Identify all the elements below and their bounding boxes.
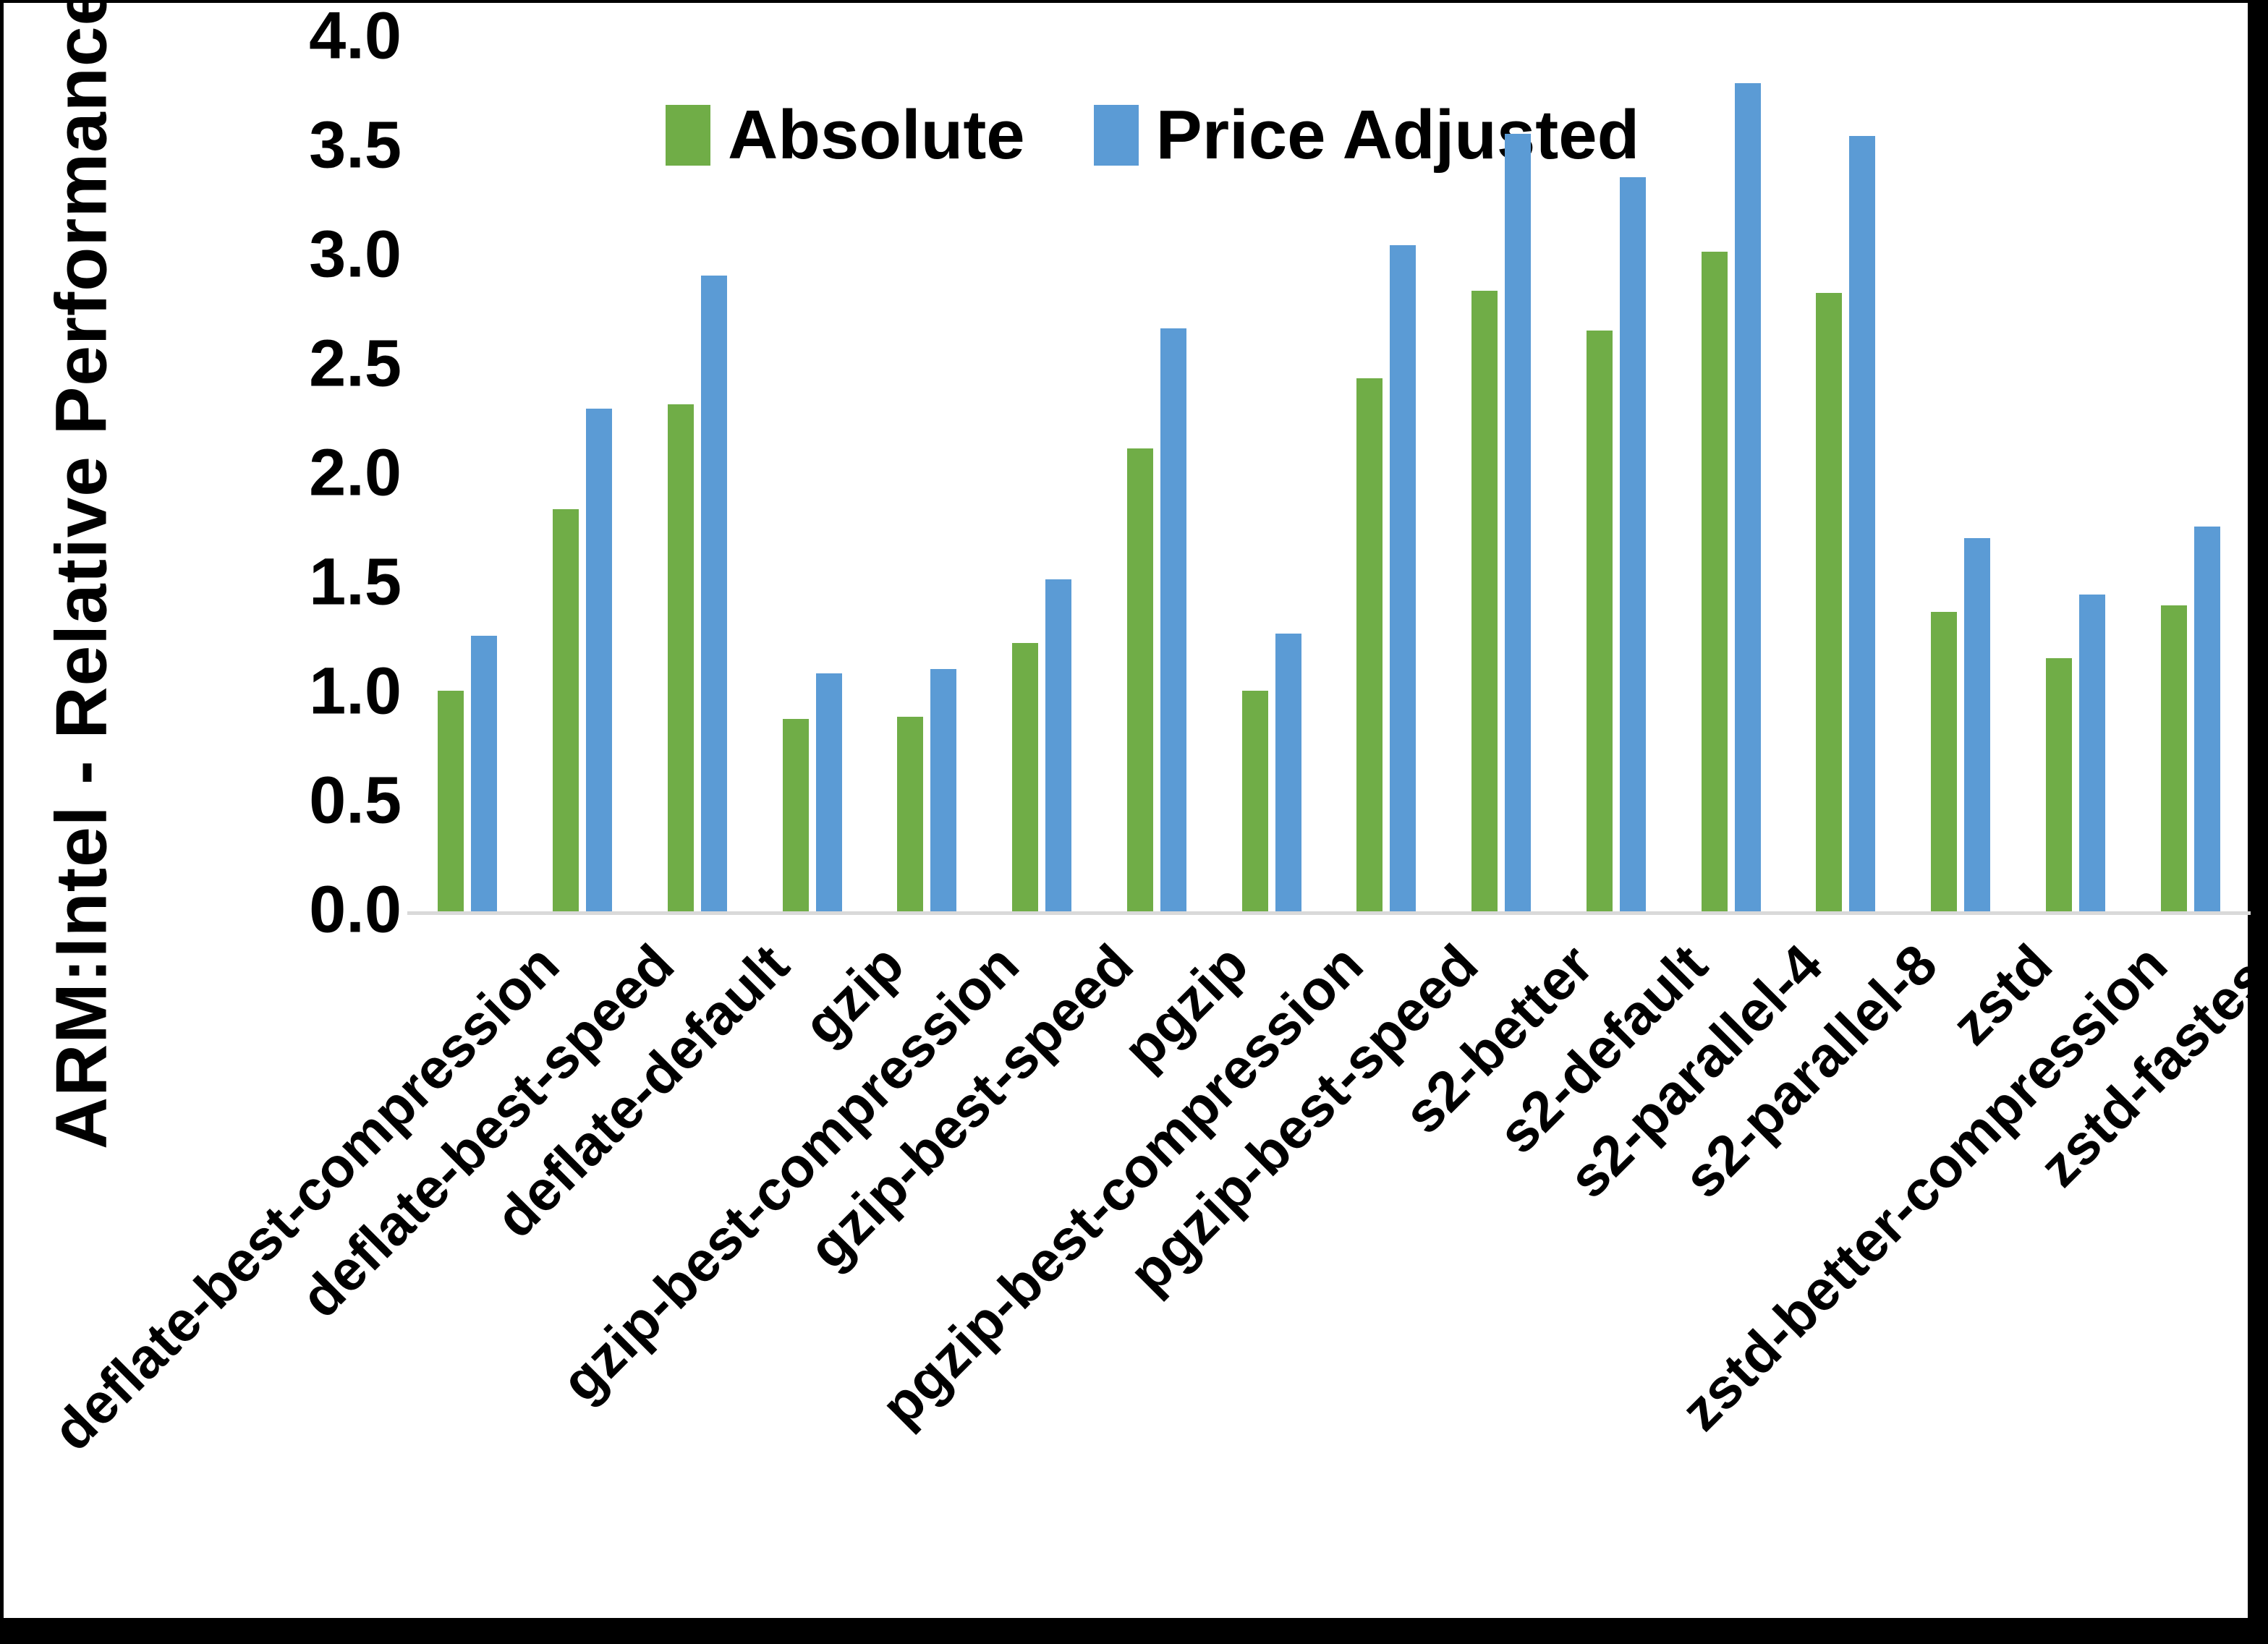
y-tick-label: 1.5 (309, 545, 402, 619)
bar-group-s2-parallel-4 (1673, 38, 1788, 911)
bar-group-gzip (755, 38, 870, 911)
bar-group-deflate-best-speed (525, 38, 640, 911)
bar-price-adjusted-pgzip-best-speed (1390, 244, 1417, 911)
bar-price-adjusted-zstd (1964, 537, 1991, 911)
legend-label: Absolute (728, 96, 1025, 174)
legend-swatch-absolute-icon (666, 105, 710, 166)
bar-group-pgzip-best-compression (1214, 38, 1329, 911)
legend-swatch-price-adjusted-icon (1093, 105, 1139, 166)
bar-price-adjusted-gzip (815, 673, 842, 911)
bar-absolute-gzip (782, 719, 809, 911)
bar-group-deflate-default (640, 38, 755, 911)
bar-group-deflate-best-compression (410, 38, 525, 911)
bar-price-adjusted-deflate-default (700, 276, 727, 911)
bar-absolute-gzip-best-compression (897, 717, 924, 911)
bar-absolute-s2-parallel-8 (1816, 293, 1843, 911)
bar-absolute-deflate-default (667, 404, 694, 911)
y-tick-label: 1.0 (309, 654, 402, 728)
bar-group-zstd (1903, 38, 2018, 911)
bar-absolute-deflate-best-speed (553, 509, 579, 911)
bar-absolute-pgzip-best-speed (1356, 378, 1383, 911)
bar-price-adjusted-s2-better (1505, 133, 1532, 911)
y-tick-label: 2.5 (309, 326, 402, 401)
bar-group-zstd-better-compression (2018, 38, 2133, 911)
bar-absolute-pgzip-best-compression (1241, 690, 1268, 911)
bar-price-adjusted-gzip-best-compression (930, 668, 957, 911)
bar-absolute-pgzip (1126, 448, 1153, 911)
bar-absolute-zstd-better-compression (2045, 657, 2072, 911)
bar-group-gzip-best-compression (870, 38, 985, 911)
bar-price-adjusted-pgzip-best-compression (1275, 634, 1301, 911)
y-tick-label: 3.0 (309, 217, 402, 291)
bar-group-pgzip-best-speed (1329, 38, 1444, 911)
y-tick-label: 0.0 (309, 872, 402, 947)
legend: Absolute Price Adjusted (666, 95, 1639, 175)
bar-price-adjusted-deflate-best-speed (586, 409, 613, 911)
bar-price-adjusted-s2-default (1619, 177, 1646, 911)
legend-label: Price Adjusted (1155, 96, 1640, 174)
bar-group-s2-default (1559, 38, 1674, 911)
bar-price-adjusted-deflate-best-compression (471, 636, 498, 911)
bar-price-adjusted-gzip-best-speed (1045, 579, 1072, 911)
bar-price-adjusted-zstd-better-compression (2078, 595, 2105, 911)
bar-group-pgzip (1100, 38, 1215, 911)
y-tick-label: 3.5 (309, 108, 402, 182)
y-tick-label: 2.0 (309, 435, 402, 510)
legend-item-absolute: Absolute (666, 95, 1025, 175)
bar-group-zstd-fastest (2133, 38, 2248, 911)
bar-group-s2-better (1444, 38, 1559, 911)
y-axis-title: ARM:Intel - Relative Performance (41, 0, 122, 1150)
bar-group-gzip-best-speed (985, 38, 1100, 911)
bar-absolute-s2-better (1471, 291, 1498, 911)
bar-group-s2-parallel-8 (1788, 38, 1903, 911)
y-tick-label: 4.0 (309, 0, 402, 73)
bar-absolute-zstd (1931, 612, 1958, 911)
bar-price-adjusted-s2-parallel-4 (1734, 83, 1761, 911)
bar-absolute-zstd-fastest (2160, 605, 2187, 911)
plot-area (410, 38, 2248, 911)
bar-absolute-s2-default (1586, 330, 1613, 911)
bar-price-adjusted-zstd-fastest (2193, 527, 2220, 911)
bar-price-adjusted-pgzip (1160, 328, 1186, 911)
x-axis-line (407, 911, 2251, 915)
chart-canvas: ARM:Intel - Relative Performance 0.0 0.5 1… (4, 0, 2268, 1618)
bar-absolute-deflate-best-compression (438, 690, 464, 911)
bar-absolute-gzip-best-speed (1012, 642, 1039, 911)
legend-item-price-adjusted: Price Adjusted (1093, 95, 1640, 175)
y-tick-label: 0.5 (309, 763, 402, 838)
bar-price-adjusted-s2-parallel-8 (1849, 135, 1876, 911)
bar-absolute-s2-parallel-4 (1701, 251, 1728, 911)
